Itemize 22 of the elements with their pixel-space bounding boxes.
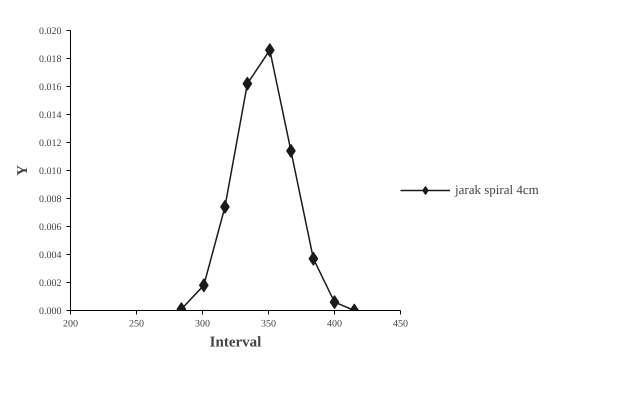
x-tick-label: 350	[261, 318, 276, 330]
y-tick-label: 0.004	[39, 250, 62, 261]
point	[198, 278, 209, 292]
x-tick-label: 200	[63, 318, 78, 330]
point	[264, 43, 275, 58]
y-tick-label: 0.014	[39, 110, 62, 121]
y-axis-title: Y	[15, 164, 31, 176]
x-tick-label: 250	[129, 318, 144, 330]
x-tick-label: 450	[393, 318, 408, 330]
y-tick-label: 0.006	[39, 222, 62, 233]
y-tick-label: 0.018	[39, 54, 62, 65]
y-tick-label: 0.012	[39, 138, 62, 149]
y-tick-label: 0.016	[39, 82, 62, 93]
x-tick-label: 300	[195, 318, 210, 330]
y-tick-label: 0.002	[39, 278, 62, 289]
y-tick-label: 0.010	[39, 166, 62, 177]
y-tick-label: 0.020	[39, 26, 62, 37]
y-tick-label: 0.008	[39, 194, 62, 205]
legend-label: jarak spiral 4cm	[455, 182, 539, 198]
y-tick-label: 0.000	[39, 306, 62, 317]
x-axis-title: Interval	[210, 334, 262, 350]
x-tick-label: 400	[327, 318, 342, 330]
